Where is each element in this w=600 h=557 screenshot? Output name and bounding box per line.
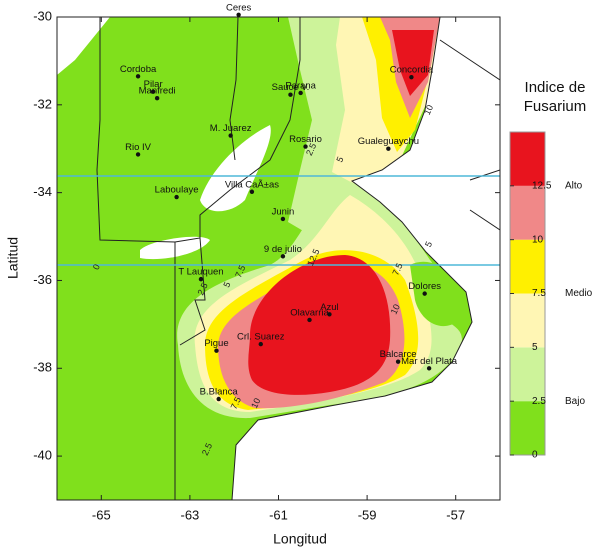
- legend-band: [510, 185, 545, 240]
- city-label: Ceres: [226, 2, 252, 13]
- city-marker: [288, 92, 293, 97]
- legend-class-label: Bajo: [565, 396, 585, 407]
- contour-label: 7.5: [390, 261, 404, 277]
- city-marker: [236, 12, 241, 18]
- x-tick-label: -61: [269, 507, 288, 522]
- legend-title: Fusarium: [524, 98, 587, 115]
- city-marker: [135, 152, 141, 157]
- city-label: Balcarce: [380, 349, 417, 360]
- city-label: 9 de julio: [264, 244, 302, 255]
- city-label: Sauce V.: [272, 82, 310, 93]
- x-tick-label: -59: [358, 507, 377, 522]
- y-tick-label: -36: [33, 272, 52, 287]
- city-marker: [150, 89, 156, 94]
- city-label: Dolores: [408, 281, 441, 292]
- city-marker: [228, 133, 233, 138]
- contour-label: 5: [221, 280, 232, 289]
- city-label: Azul: [320, 302, 338, 313]
- city-label: T Lauquen: [178, 267, 223, 278]
- city-label: Mar del Plata: [401, 356, 458, 367]
- city-marker: [198, 276, 204, 282]
- city-label: Cordoba: [120, 64, 157, 75]
- city-marker: [154, 96, 160, 101]
- city-marker: [135, 74, 141, 79]
- legend-tick-label: 10: [532, 234, 544, 245]
- city-label: Olavarria: [290, 307, 329, 318]
- legend-title: Indice de: [525, 79, 586, 96]
- x-tick-label: -63: [181, 507, 200, 522]
- legend-tick-label: 7.5: [532, 288, 546, 299]
- contour-label: 10: [389, 303, 402, 316]
- legend-band: [510, 347, 545, 402]
- city-marker: [395, 359, 401, 364]
- contour-label: 5: [334, 155, 345, 164]
- y-tick-label: -38: [33, 360, 52, 375]
- city-marker: [303, 144, 308, 149]
- city-marker: [298, 90, 303, 96]
- legend-band: [510, 239, 545, 294]
- city-label: Rosario: [289, 134, 322, 145]
- legend-class-label: Medio: [565, 288, 593, 299]
- contour-label: 7.5: [233, 264, 247, 280]
- city-marker: [426, 366, 432, 371]
- city-label: Laboulaye: [155, 185, 199, 196]
- contour-label: 10: [422, 103, 435, 116]
- contour-label: 2.5: [195, 281, 209, 297]
- city-marker: [386, 146, 391, 151]
- y-tick-label: -30: [33, 8, 52, 23]
- city-label: B.Blanca: [200, 387, 239, 398]
- legend-tick-label: 2.5: [532, 396, 546, 407]
- city-label: Crl. Suarez: [237, 332, 285, 343]
- city-marker: [214, 348, 219, 353]
- contour-label: 2.5: [304, 142, 318, 158]
- y-tick-label: -32: [33, 96, 52, 111]
- city-label: Junin: [272, 206, 295, 217]
- city-marker: [280, 216, 286, 222]
- legend-band: [510, 293, 545, 348]
- legend-class-label: Alto: [565, 180, 583, 191]
- city-label: Pilar: [144, 79, 163, 90]
- y-tick-label: -34: [33, 184, 52, 199]
- city-marker: [249, 189, 255, 194]
- city-marker: [327, 312, 332, 317]
- contour-label: 0: [91, 263, 102, 272]
- y-tick-label: -40: [33, 448, 52, 463]
- city-marker: [422, 291, 427, 296]
- x-tick-label: -65: [92, 507, 111, 522]
- city-label: Manfredi: [139, 86, 176, 97]
- contour-label: 2.5: [200, 441, 214, 457]
- city-label: Rio IV: [125, 142, 152, 153]
- city-label: M. Juarez: [210, 123, 252, 134]
- city-label: Parana: [285, 80, 316, 91]
- legend-tick-label: 5: [532, 342, 538, 353]
- contour-label: 10: [249, 396, 262, 409]
- legend-tick-label: 12.5: [532, 180, 552, 191]
- legend-band: [510, 401, 545, 455]
- legend-tick-label: 0: [532, 450, 538, 461]
- city-label: Gualeguaychu: [358, 136, 419, 147]
- contour-fill: [57, 17, 500, 500]
- contour-label: 5: [423, 240, 434, 249]
- city-marker: [174, 194, 179, 200]
- city-marker: [216, 396, 221, 402]
- city-marker: [307, 317, 312, 323]
- city-marker: [409, 74, 414, 80]
- city-label: Concordia: [390, 65, 434, 76]
- x-axis-label: Longitud: [273, 531, 327, 547]
- y-axis-label: Latitud: [5, 237, 21, 279]
- city-marker: [258, 341, 263, 347]
- legend-band: [510, 132, 545, 186]
- contour-label: 7.5: [229, 395, 243, 411]
- city-label: Villa CaÃ±as: [225, 179, 279, 190]
- city-marker: [280, 254, 286, 259]
- city-label: Pigue: [204, 338, 228, 349]
- x-tick-label: -57: [446, 507, 465, 522]
